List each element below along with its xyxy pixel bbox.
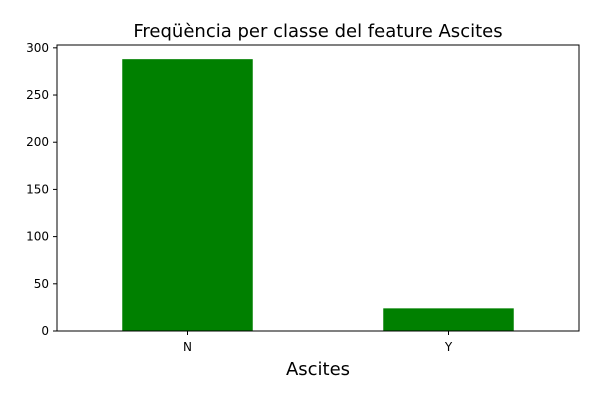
- y-tick-label-100: 100: [26, 230, 49, 244]
- x-tick-label-y: Y: [444, 340, 453, 354]
- chart-title: Freqüència per classe del feature Ascite…: [133, 21, 502, 42]
- y-tick-label-0: 0: [41, 324, 49, 338]
- y-axis: 0 50 100 150 200 250 300: [26, 41, 57, 338]
- bar-n: [122, 59, 253, 331]
- bars-group: [122, 59, 514, 331]
- y-tick-label-300: 300: [26, 41, 49, 55]
- y-tick-label-150: 150: [26, 182, 49, 196]
- y-tick-label-200: 200: [26, 135, 49, 149]
- bar-y: [383, 308, 514, 331]
- plot-frame: [56, 44, 580, 332]
- y-tick-label-50: 50: [34, 277, 49, 291]
- x-axis-title: Ascites: [286, 359, 350, 380]
- x-tick-label-n: N: [183, 340, 192, 354]
- y-tick-label-250: 250: [26, 88, 49, 102]
